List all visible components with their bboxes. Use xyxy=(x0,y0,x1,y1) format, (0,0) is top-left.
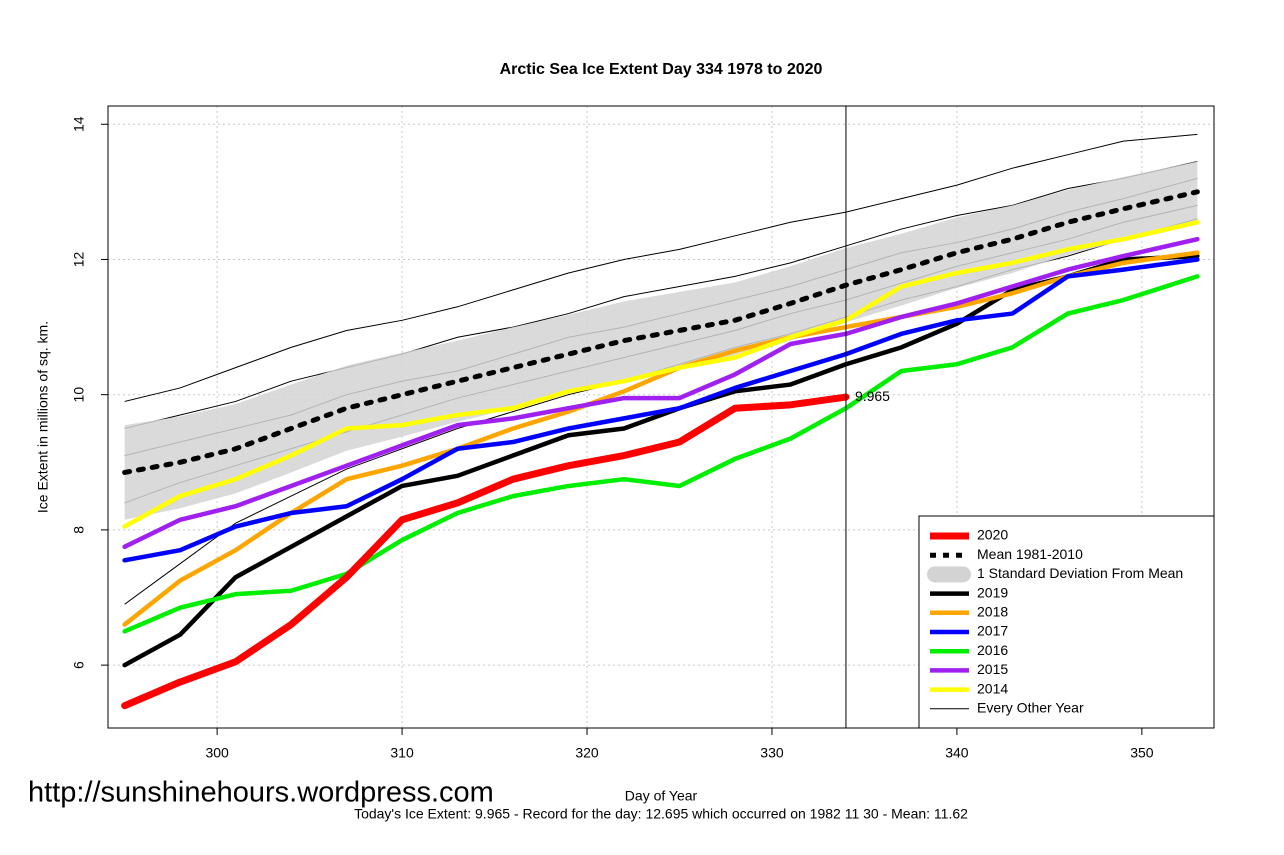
sd-band xyxy=(124,161,1198,520)
x-tick-label: 340 xyxy=(945,745,969,761)
legend-label: 2018 xyxy=(977,604,1008,620)
watermark: http://sunshinehours.wordpress.com xyxy=(28,777,494,809)
value-annotation: 9.965 xyxy=(855,388,890,404)
y-tick-label: 14 xyxy=(71,116,87,132)
footnote: Today's Ice Extent: 9.965 - Record for t… xyxy=(354,806,968,822)
series-line xyxy=(122,257,1200,563)
legend-label: 2016 xyxy=(977,642,1008,658)
y-tick-label: 10 xyxy=(71,387,87,403)
plot-frame xyxy=(107,105,1215,729)
x-tick-label: 310 xyxy=(390,745,414,761)
legend-label: Mean 1981-2010 xyxy=(977,546,1083,562)
legend-label: Every Other Year xyxy=(977,700,1084,716)
y-tick-label: 6 xyxy=(71,661,87,669)
series-line xyxy=(122,236,1200,550)
legend-box xyxy=(918,515,1215,729)
y-tick-label: 12 xyxy=(71,251,87,267)
x-tick-label: 300 xyxy=(205,745,229,761)
plot-area xyxy=(121,133,1200,710)
x-tick-label: 330 xyxy=(760,745,784,761)
legend-label: 2017 xyxy=(977,623,1008,639)
series-line xyxy=(122,220,1200,529)
series-line xyxy=(122,274,1200,634)
legend-label: 2019 xyxy=(977,584,1008,600)
x-tick-label: 350 xyxy=(1130,745,1154,761)
legend-label: 2014 xyxy=(977,680,1008,696)
series-line xyxy=(122,189,1200,475)
series-line xyxy=(122,250,1200,627)
y-axis-label: Ice Extent in millions of sq. km. xyxy=(35,321,51,513)
legend-label: 2020 xyxy=(977,527,1008,543)
series-line xyxy=(121,393,850,710)
x-tick-label: 320 xyxy=(575,745,599,761)
legend-label: 1 Standard Deviation From Mean xyxy=(977,565,1183,581)
x-axis-label: Day of Year xyxy=(625,788,698,804)
other-year-line xyxy=(124,160,1198,429)
other-year-line xyxy=(124,133,1198,402)
legend-label: 2015 xyxy=(977,661,1008,677)
chart-title: Arctic Sea Ice Extent Day 334 1978 to 20… xyxy=(500,61,823,78)
y-tick-label: 8 xyxy=(71,526,87,534)
